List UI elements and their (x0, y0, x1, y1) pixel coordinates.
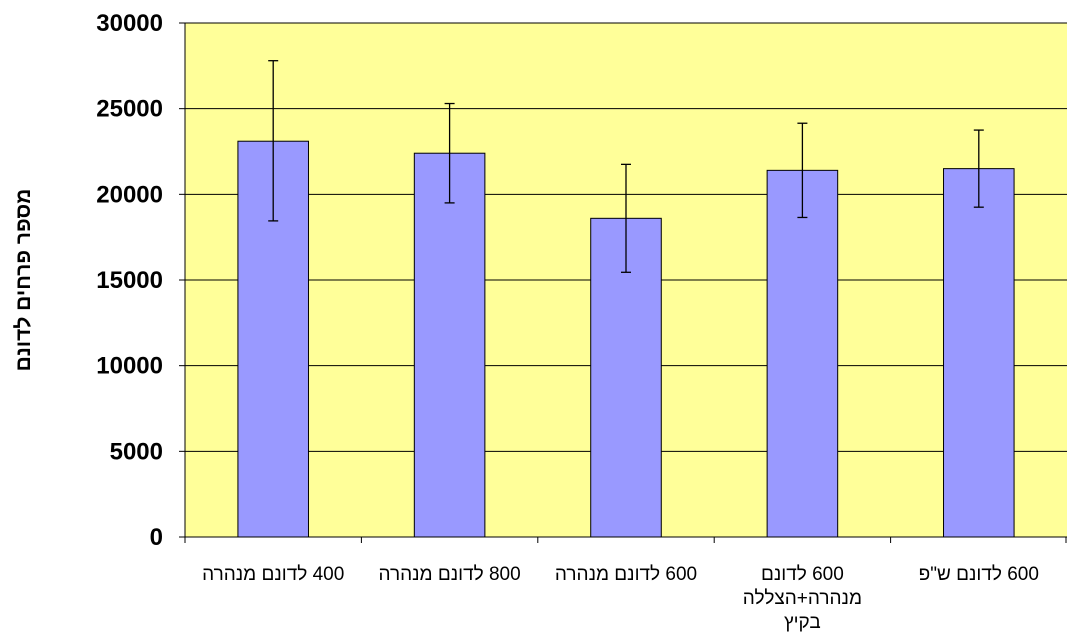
x-tick-labels: 400 לדונם מנהרה 800 לדונם מנהרה 600 לדונם … (184, 537, 1067, 633)
error-bars (268, 60, 984, 273)
x-tick-label: בקיץ (784, 612, 821, 633)
bar (943, 168, 1015, 538)
y-tick-label: 0 (150, 524, 163, 551)
x-tick-label: 800 לדונם מנהרה (379, 564, 521, 585)
error-bar (973, 129, 984, 208)
y-tick-label: 15000 (96, 267, 163, 294)
x-tick-label: 600 לדונם ש"פ (919, 564, 1039, 585)
bar (413, 152, 486, 538)
y-tick-label: 5000 (110, 438, 163, 465)
x-tick-label: 600 לדונם (761, 564, 844, 585)
x-tick-label: 400 לדונם מנהרה (202, 564, 344, 585)
error-bar (268, 60, 279, 222)
x-tick-label: מנהרה+הצללה (743, 588, 862, 609)
y-tick-label: 30000 (96, 10, 163, 37)
y-axis-label: מספר פרחים לדונם (12, 189, 35, 372)
x-tick-label: 600 לדונם מנהרה (555, 564, 697, 585)
y-tick-label: 10000 (96, 353, 163, 380)
error-bar (797, 122, 808, 219)
y-tick-label: 25000 (96, 96, 163, 123)
error-bar (444, 102, 455, 204)
y-tick-labels: 0 5000 10000 15000 20000 25000 30000 (96, 10, 185, 551)
bar (766, 169, 839, 538)
y-tick-label: 20000 (96, 181, 163, 208)
error-bar (621, 163, 631, 273)
